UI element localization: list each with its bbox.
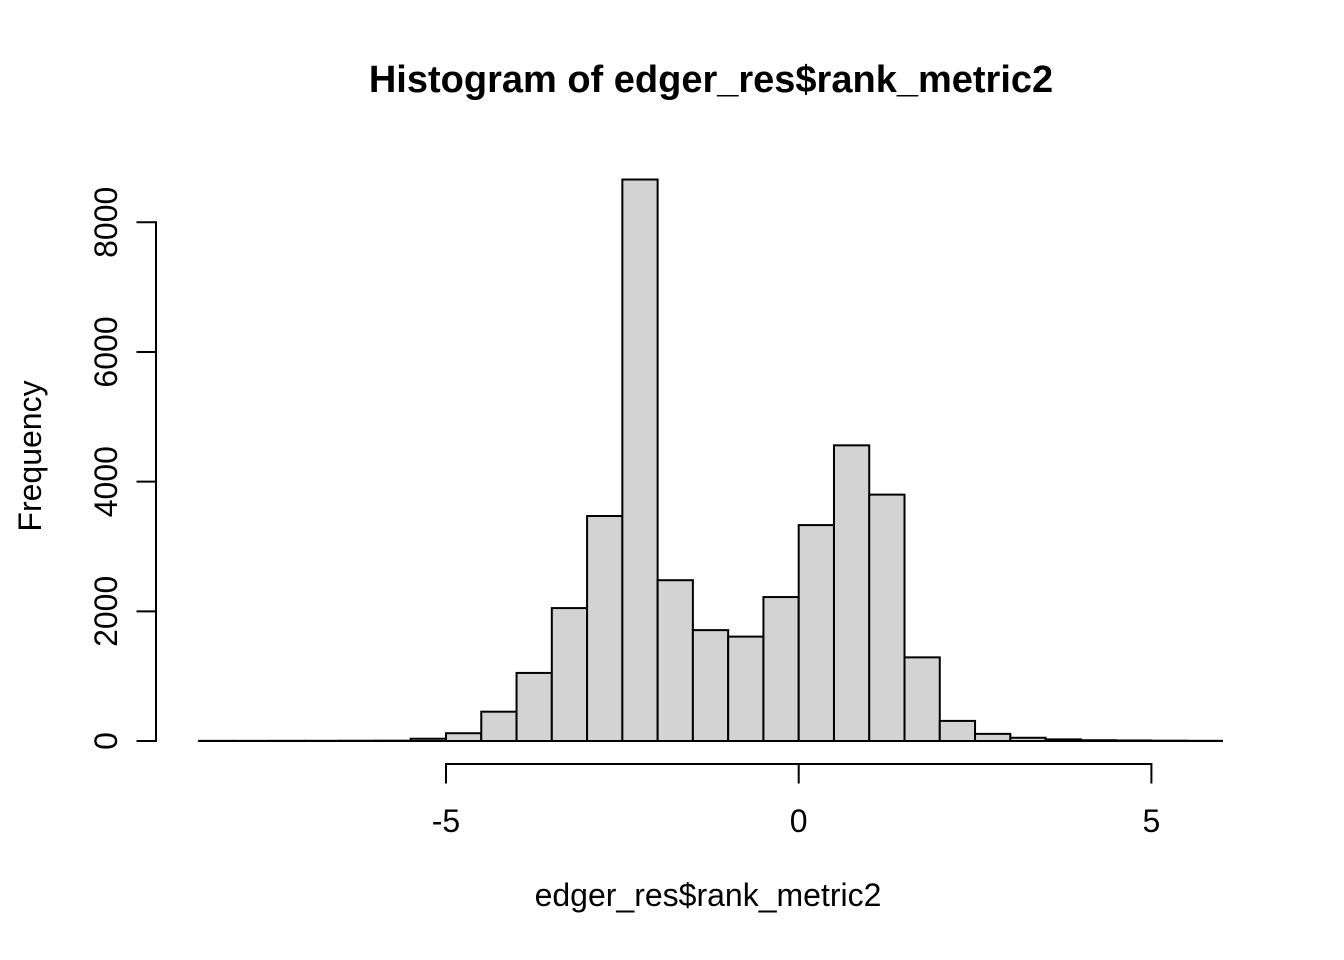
histogram-bar — [727, 635, 765, 742]
histogram-bar — [938, 719, 977, 743]
histogram-bar — [445, 732, 483, 742]
histogram-bar — [797, 524, 835, 743]
x-tick-label: 0 — [790, 803, 808, 839]
histogram-bar — [515, 671, 553, 742]
histogram-bar — [480, 710, 518, 743]
histogram-bar — [1079, 739, 1118, 742]
histogram-bar — [621, 178, 659, 742]
histogram-bar — [903, 656, 941, 742]
x-tick-label: 5 — [1143, 803, 1161, 839]
chart-title: Histogram of edger_res$rank_metric2 — [368, 59, 1054, 101]
histogram-bar — [550, 607, 589, 743]
y-axis-label: Frequency — [12, 380, 48, 532]
histogram-bar — [691, 629, 730, 743]
x-axis-label: edger_res$rank_metric2 — [534, 877, 882, 913]
histogram-bar — [762, 596, 800, 742]
y-tick-label: 0 — [88, 732, 124, 750]
histogram-bar — [974, 732, 1012, 742]
histogram-bar — [1115, 739, 1153, 742]
histogram-bar — [1009, 736, 1047, 743]
y-tick-label: 8000 — [88, 187, 124, 258]
y-tick-label: 6000 — [88, 316, 124, 387]
histogram-bar — [868, 493, 906, 742]
y-tick-label: 2000 — [88, 576, 124, 647]
histogram-bar — [586, 515, 624, 743]
histogram-bar — [409, 737, 448, 742]
histogram-bar — [832, 444, 871, 742]
x-tick-label: -5 — [432, 803, 460, 839]
histogram-bar — [1044, 738, 1082, 743]
y-tick-label: 4000 — [88, 446, 124, 517]
histogram-bar — [656, 579, 694, 743]
